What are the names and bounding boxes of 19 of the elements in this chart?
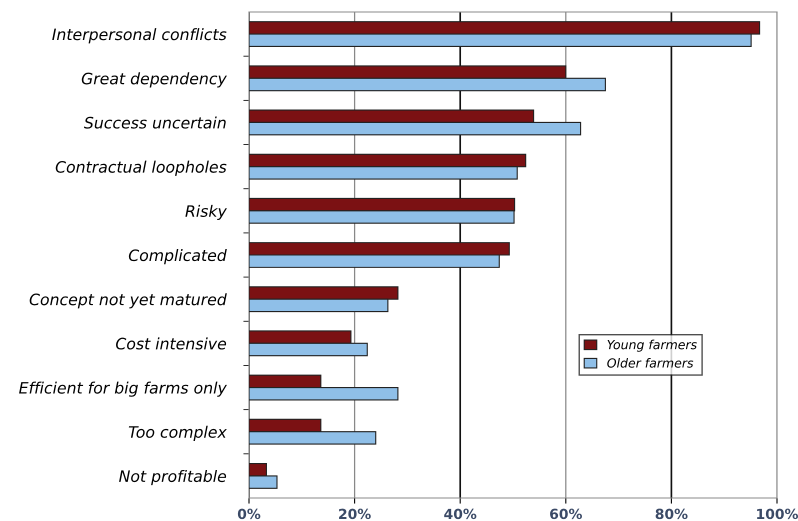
y-tick-label: Contractual loopholes: [56, 160, 226, 176]
y-tick-label: Cost intensive: [116, 337, 226, 350]
y-tick-label: Complicated: [128, 249, 227, 264]
x-tick-label: 60%: [550, 508, 582, 520]
y-tick-label: Interpersonal conflicts: [52, 28, 226, 44]
y-tick-label: Efficient for big farms only: [19, 382, 227, 397]
y-tick-label: Great dependency: [82, 72, 227, 88]
y-tick-label: Success uncertain: [84, 116, 226, 129]
y-tick-label: Risky: [185, 204, 227, 220]
x-tick-label: 0%: [238, 508, 260, 520]
x-tick-label: 40%: [444, 508, 476, 520]
legend-label: Young farmers: [608, 340, 697, 352]
y-tick-label: Concept not yet matured: [30, 293, 227, 308]
legend-label: Older farmers: [607, 358, 694, 368]
y-tick-label: Too complex: [128, 426, 227, 441]
x-tick-label: 20%: [339, 508, 371, 520]
y-tick-label: Not profitable: [119, 470, 226, 486]
x-tick-label: 100%: [757, 508, 798, 520]
x-tick-label: 80%: [656, 508, 688, 520]
